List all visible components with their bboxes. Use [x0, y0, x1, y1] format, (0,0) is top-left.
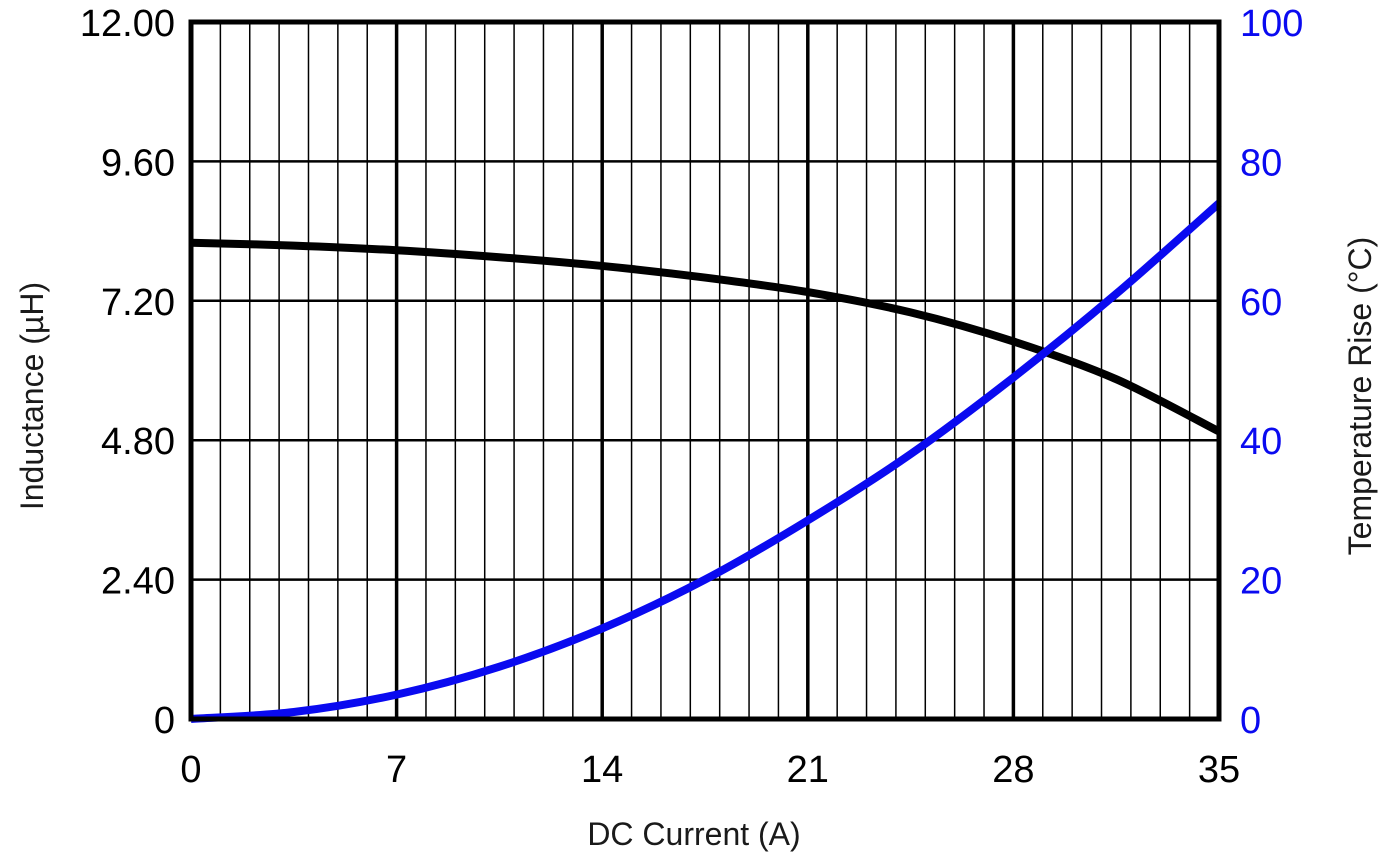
- y-tick-label-left: 2.40: [101, 561, 175, 603]
- right-tick-labels: 0 20 40 60 80 100: [1240, 3, 1303, 742]
- x-tick-label: 7: [386, 749, 407, 791]
- x-tick-label: 14: [581, 749, 623, 791]
- bottom-tick-labels: 0 7 14 21 28 35: [180, 749, 1240, 791]
- y-tick-label-left: 9.60: [101, 142, 175, 184]
- minor-gridlines: [219, 22, 1191, 719]
- y-tick-label-right: 100: [1240, 3, 1303, 45]
- y-tick-label-right: 80: [1240, 142, 1282, 184]
- x-tick-label: 35: [1198, 749, 1240, 791]
- x-tick-label: 0: [180, 749, 201, 791]
- series-layer: [190, 200, 1222, 723]
- y-tick-label-right: 0: [1240, 700, 1261, 742]
- y-axis-title-left: Inductance (µH): [14, 282, 50, 510]
- plot-frame: [188, 19, 1222, 722]
- temperature-rise-line: [190, 200, 1222, 723]
- x-tick-label: 21: [787, 749, 829, 791]
- y-tick-label-left: 12.00: [80, 3, 175, 45]
- major-gridlines: [191, 22, 1219, 719]
- y-tick-label-left: 7.20: [101, 282, 175, 324]
- y-tick-label-left: 0: [154, 700, 175, 742]
- y-tick-label-right: 40: [1240, 421, 1282, 463]
- y-tick-label-right: 60: [1240, 282, 1282, 324]
- left-tick-labels: 0 2.40 4.80 7.20 9.60 12.00: [80, 3, 175, 742]
- y-tick-label-left: 4.80: [101, 421, 175, 463]
- x-tick-label: 28: [992, 749, 1034, 791]
- y-axis-title-right: Temperature Rise (°C): [1342, 237, 1378, 556]
- y-tick-label-right: 20: [1240, 561, 1282, 603]
- x-axis-title: DC Current (A): [587, 816, 800, 852]
